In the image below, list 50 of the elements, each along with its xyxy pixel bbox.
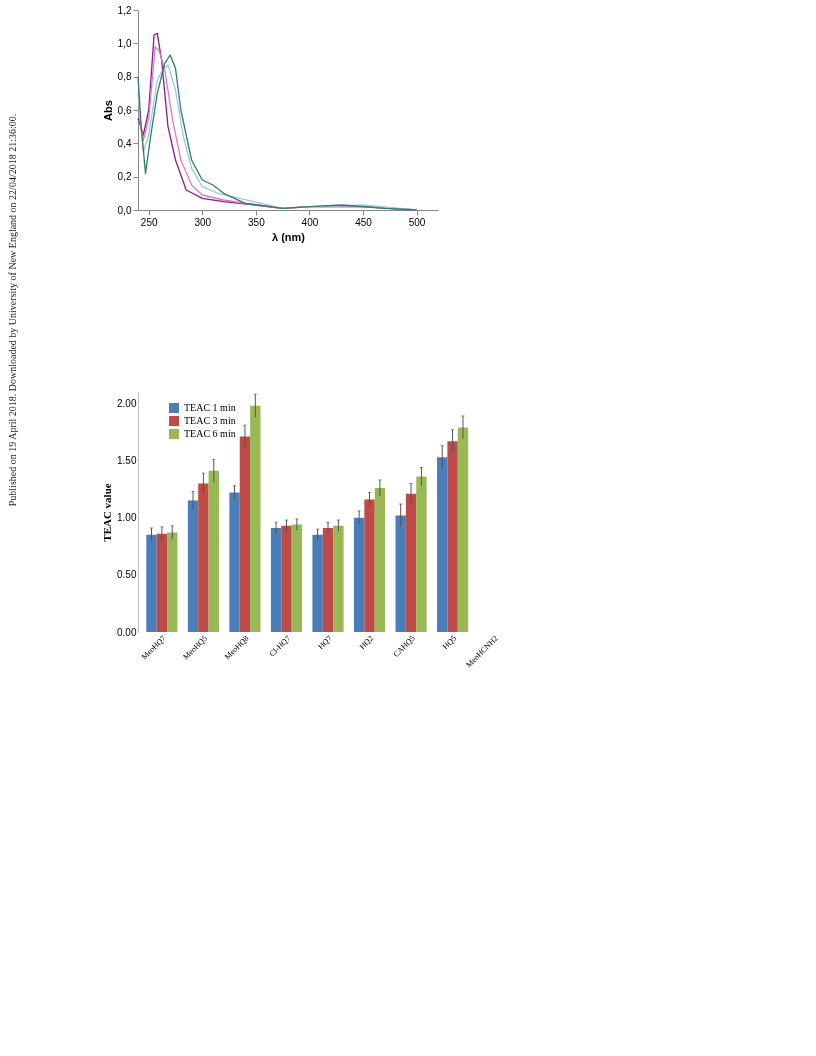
x-tick-label: 400 [301, 216, 319, 228]
x-tick-label: 350 [248, 216, 266, 228]
y-tick-label: 0,0 [117, 204, 132, 216]
y-axis-title: TEAC value [101, 483, 114, 542]
legend-label: TEAC 3 min [184, 415, 236, 426]
bar [229, 492, 240, 632]
bar [291, 524, 303, 632]
bar [405, 493, 417, 632]
y-tick-label: 0.50 [117, 569, 137, 581]
x-tick-label: 300 [194, 216, 212, 228]
bar [187, 500, 199, 632]
bar [250, 405, 261, 632]
y-tick-label: 0,4 [117, 137, 132, 149]
bar [333, 525, 344, 632]
bar [312, 534, 323, 632]
legend-label: TEAC 1 min [184, 402, 236, 413]
bar [167, 532, 178, 632]
x-axis-title: λ (nm) [272, 230, 306, 243]
bar [437, 457, 448, 632]
x-tick-label: 250 [140, 216, 158, 228]
y-tick-label: 2.00 [117, 397, 137, 409]
bar [416, 476, 427, 632]
y-tick-label: 1.50 [117, 455, 137, 467]
bar [281, 525, 292, 632]
bar [270, 528, 282, 632]
bar [374, 488, 386, 632]
y-tick-label: 0.00 [117, 626, 137, 638]
x-tick-label: HQ2 [357, 633, 376, 652]
x-tick-label: 450 [355, 216, 373, 228]
bar [457, 427, 469, 632]
bar [395, 515, 406, 632]
x-tick-label: 500 [408, 216, 426, 228]
y-tick-label: 1,2 [117, 4, 132, 16]
y-tick-label: 0,8 [117, 71, 132, 83]
bar [146, 534, 157, 632]
text: Published on 19 April 2018. Downloaded by University of New England on 22/04/2018 21:36:00. [7, 113, 18, 507]
legend-label: TEAC 6 min [184, 428, 236, 439]
bar [208, 470, 219, 632]
y-tick-label: 0,2 [117, 171, 132, 183]
bar [353, 517, 365, 632]
bar [322, 528, 334, 632]
bar [156, 533, 168, 632]
bar [239, 436, 251, 632]
bar [198, 483, 209, 632]
y-tick-label: 1,0 [117, 37, 132, 49]
bar [447, 441, 458, 632]
y-tick-label: 1.00 [117, 512, 137, 524]
bar [364, 499, 375, 632]
y-axis-title: Abs [101, 100, 114, 121]
y-tick-label: 0,6 [117, 104, 132, 116]
